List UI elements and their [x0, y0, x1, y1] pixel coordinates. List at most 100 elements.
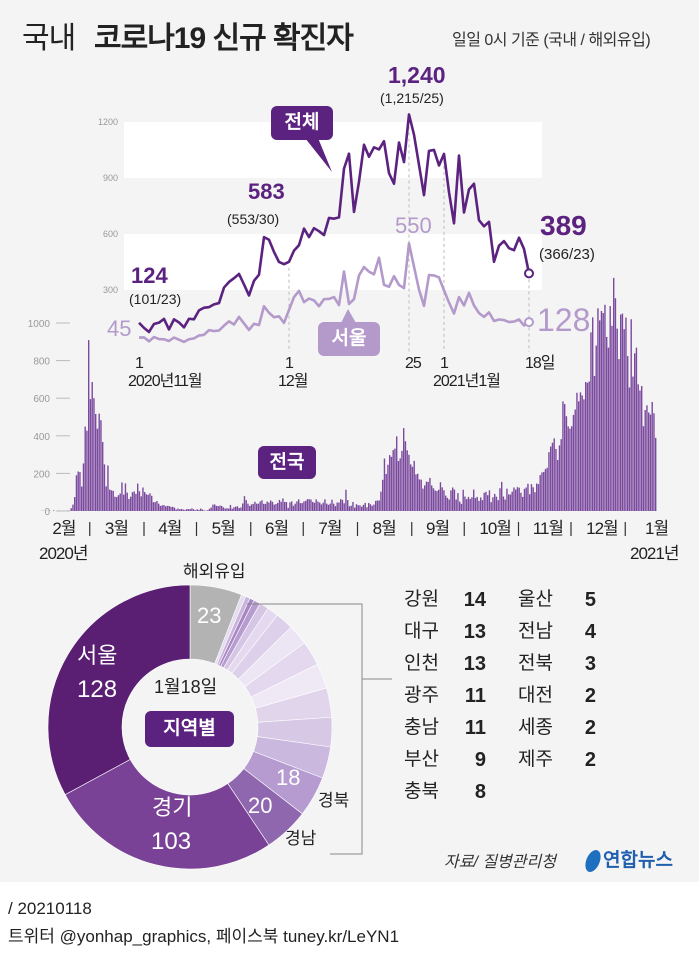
national-bar [273, 504, 275, 511]
subtitle: 일일 0시 기준 (국내 / 해외유입) [452, 32, 651, 49]
national-bar [599, 320, 601, 511]
legend-name: 세종 [518, 717, 553, 738]
seoul-first: 45 [107, 316, 132, 341]
national-bar [74, 497, 76, 511]
national-bar [635, 347, 638, 511]
national-bar [593, 376, 596, 511]
national-bar [466, 499, 468, 511]
national-bar [564, 404, 566, 511]
national-bar [490, 502, 492, 511]
national-bar [420, 479, 422, 511]
national-bar [317, 501, 319, 511]
national-bar [75, 475, 78, 511]
national-bar [102, 442, 104, 511]
national-bar [72, 504, 74, 511]
legend-value: 11 [464, 717, 486, 739]
national-bar [520, 492, 522, 511]
gyeonggi-value: 103 [151, 828, 192, 855]
national-bar [212, 504, 214, 511]
national-bar [105, 486, 107, 511]
national-bar [352, 501, 354, 511]
national-bar [142, 487, 144, 511]
national-bar [177, 508, 179, 511]
national-bar [109, 489, 111, 511]
mid-total: 583 [248, 179, 285, 204]
national-bar [611, 325, 613, 511]
national-bar [448, 499, 450, 511]
national-badge: 전국 [258, 446, 316, 479]
national-bar [354, 507, 356, 511]
national-bar [296, 501, 298, 511]
national-bar [515, 489, 517, 511]
national-bar [151, 495, 153, 511]
national-bar [558, 445, 561, 511]
national-bar [460, 503, 463, 511]
national-bar [644, 410, 646, 511]
national-bar [303, 501, 305, 511]
national-bar [154, 502, 156, 511]
legend-name: 부산 [404, 749, 439, 770]
national-bar [240, 507, 242, 511]
pie-slice-서울 [47, 584, 191, 796]
national-bar [133, 491, 135, 511]
national-bar [158, 503, 160, 511]
legend-value: 2 [584, 685, 596, 707]
legend-value: 9 [474, 749, 486, 771]
national-bar [469, 498, 471, 511]
national-bar [186, 509, 188, 511]
footer-social: 트위터 @yonhap_graphics, 페이스북 tuney.kr/LeYN… [8, 927, 400, 946]
national-bar [499, 488, 501, 511]
national-bar [292, 505, 295, 511]
national-bar [651, 401, 653, 511]
national-bar [324, 499, 326, 511]
national-bar [502, 496, 505, 511]
national-bar [574, 409, 576, 511]
national-bar [130, 496, 132, 511]
national-bar [439, 482, 442, 511]
national-bar [376, 500, 379, 511]
y-tick-label: 800 [33, 357, 50, 368]
month-label: 5월 [211, 519, 236, 538]
national-bar [322, 502, 324, 511]
national-bar [193, 509, 195, 511]
national-bar [70, 508, 72, 511]
logo-mark-icon [583, 850, 603, 872]
national-bar [191, 508, 193, 511]
national-bar [306, 499, 309, 511]
national-bar [446, 497, 449, 511]
national-bar [93, 398, 95, 511]
national-bar [513, 487, 515, 511]
national-bar [163, 504, 165, 511]
national-bar [625, 317, 627, 511]
yonhap-logo: 연합뉴스 [583, 850, 673, 872]
national-bar [131, 492, 134, 511]
national-bar [371, 505, 373, 511]
national-bar [396, 436, 398, 511]
national-bar [424, 485, 426, 511]
national-bar [441, 487, 443, 511]
national-bar [572, 414, 575, 511]
national-bar [252, 503, 254, 511]
national-bar [411, 466, 414, 511]
national-bar [387, 464, 389, 511]
national-bar [546, 467, 548, 511]
national-bar [378, 500, 380, 511]
national-bar [184, 509, 186, 511]
national-bar [641, 385, 643, 511]
peak-total: 1,240 [388, 62, 446, 88]
national-bar [406, 450, 408, 511]
national-bar [161, 505, 163, 511]
national-bar [359, 505, 361, 511]
national-bar [224, 508, 226, 511]
national-bar [616, 328, 618, 511]
seoul-last: 128 [537, 302, 591, 338]
national-bar [530, 484, 533, 511]
national-bar [299, 503, 302, 511]
national-bar [534, 492, 536, 511]
national-bar [595, 345, 597, 511]
gyeongnam-name: 경남 [285, 829, 317, 848]
national-bar [112, 490, 114, 511]
national-bar [266, 501, 268, 511]
legend-value: 8 [474, 781, 486, 803]
pie-slice-경기 [64, 758, 270, 870]
